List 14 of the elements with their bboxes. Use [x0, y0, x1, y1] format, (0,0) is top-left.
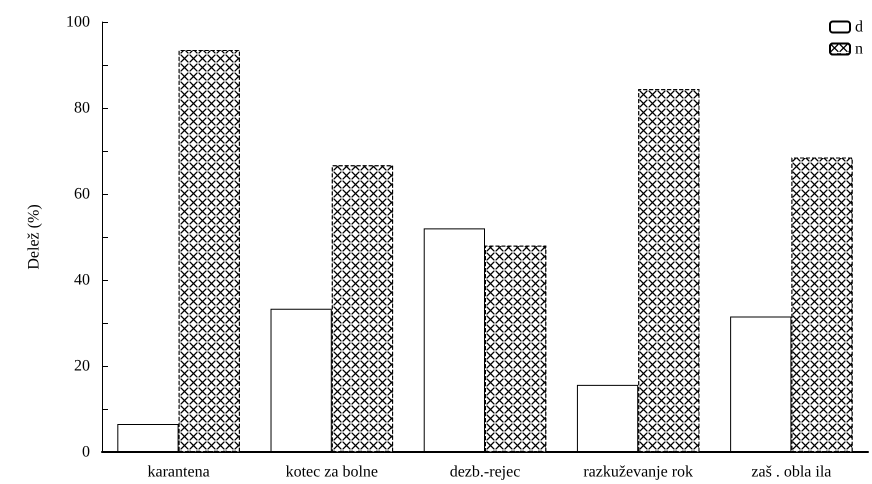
x-tick-label: zaš . obla ila — [751, 464, 832, 480]
x-tick-label: kotec za bolne — [286, 464, 378, 480]
y-tick-label: 60 — [74, 186, 90, 202]
x-tick-label: razkuževanje rok — [583, 464, 694, 480]
y-tick-label: 80 — [74, 100, 90, 116]
legend-label: d — [855, 18, 863, 36]
y-tick-label: 100 — [66, 14, 90, 30]
y-axis-title: Delež (%) — [26, 204, 42, 270]
legend-label: n — [855, 40, 863, 58]
y-tick-label: 40 — [74, 272, 90, 288]
y-tick-label: 20 — [74, 358, 90, 374]
x-tick-label: karantena — [148, 464, 210, 480]
x-tick-label: dezb.-rejec — [450, 464, 520, 480]
y-tick-label: 0 — [82, 444, 90, 460]
